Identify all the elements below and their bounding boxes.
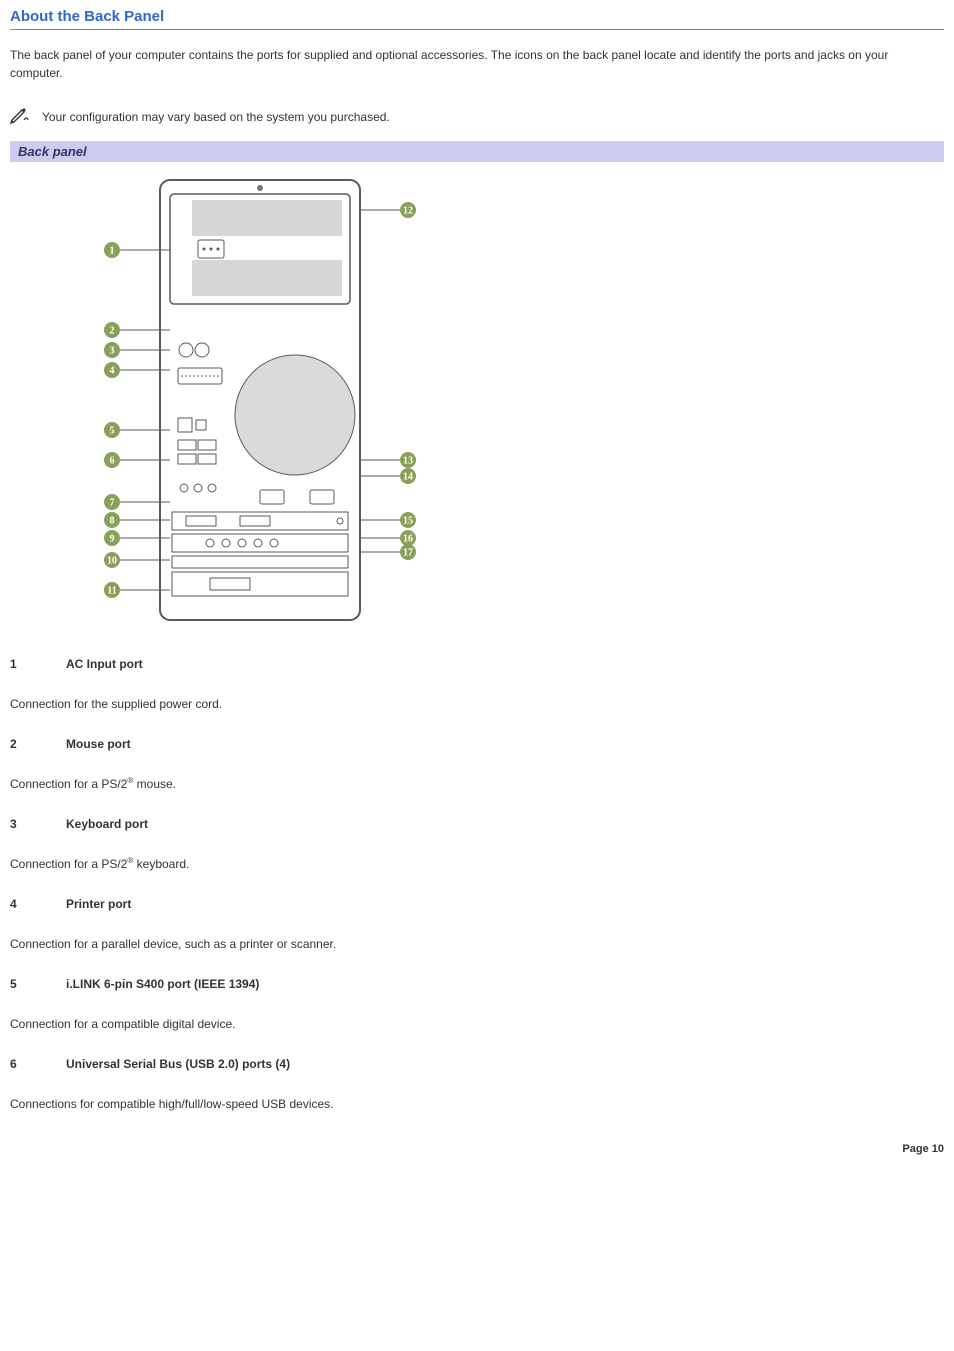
svg-text:9: 9 — [110, 534, 115, 545]
port-item-title: Printer port — [66, 897, 131, 911]
port-item-number: 6 — [10, 1057, 26, 1071]
port-item-title: Keyboard port — [66, 817, 148, 831]
pencil-note-icon — [10, 106, 30, 127]
svg-text:10: 10 — [107, 556, 117, 567]
port-item-description: Connection for a PS/2® mouse. — [10, 775, 944, 793]
port-item-number: 1 — [10, 657, 26, 671]
svg-text:8: 8 — [110, 516, 115, 527]
intro-text: The back panel of your computer contains… — [10, 46, 944, 82]
svg-text:13: 13 — [403, 456, 413, 467]
port-item-title: i.LINK 6-pin S400 port (IEEE 1394) — [66, 977, 259, 991]
svg-text:5: 5 — [110, 426, 115, 437]
config-note-text: Your configuration may vary based on the… — [42, 110, 390, 124]
port-item-description: Connection for a PS/2® keyboard. — [10, 855, 944, 873]
port-item: 3 Keyboard port Connection for a PS/2® key… — [10, 817, 944, 873]
svg-text:3: 3 — [110, 346, 115, 357]
port-item: 6 Universal Serial Bus (USB 2.0) ports (4… — [10, 1057, 944, 1113]
svg-text:7: 7 — [110, 498, 115, 509]
svg-text:17: 17 — [403, 548, 413, 559]
port-item: 4 Printer port Connection for a parallel d… — [10, 897, 944, 953]
port-item-number: 4 — [10, 897, 26, 911]
port-item-description: Connections for compatible high/full/low… — [10, 1095, 944, 1113]
back-panel-diagram: 1234567891011121314151617 — [90, 170, 944, 633]
svg-text:2: 2 — [110, 326, 115, 337]
svg-text:1: 1 — [110, 246, 115, 257]
svg-text:16: 16 — [403, 534, 413, 545]
svg-text:6: 6 — [110, 456, 115, 467]
svg-text:14: 14 — [403, 472, 413, 483]
svg-text:4: 4 — [110, 366, 115, 377]
port-item-title: Mouse port — [66, 737, 131, 751]
port-item-number: 2 — [10, 737, 26, 751]
port-item-description: Connection for a parallel device, such a… — [10, 935, 944, 953]
diagram-caption: Back panel — [10, 141, 944, 162]
port-item-description: Connection for a compatible digital devi… — [10, 1015, 944, 1033]
svg-text:11: 11 — [107, 586, 116, 597]
port-item-description: Connection for the supplied power cord. — [10, 695, 944, 713]
port-item-title: AC Input port — [66, 657, 143, 671]
port-item-title: Universal Serial Bus (USB 2.0) ports (4) — [66, 1057, 290, 1071]
page-footer: Page 10 — [10, 1143, 944, 1155]
svg-text:12: 12 — [403, 206, 413, 217]
port-item: 1 AC Input port Connection for the supplie… — [10, 657, 944, 713]
port-item-number: 5 — [10, 977, 26, 991]
port-item: 5 i.LINK 6-pin S400 port (IEEE 1394) Conne… — [10, 977, 944, 1033]
svg-text:15: 15 — [403, 516, 413, 527]
port-item: 2 Mouse port Connection for a PS/2® mouse. — [10, 737, 944, 793]
port-item-number: 3 — [10, 817, 26, 831]
page-heading: About the Back Panel — [10, 8, 944, 30]
config-note: Your configuration may vary based on the… — [10, 106, 944, 127]
